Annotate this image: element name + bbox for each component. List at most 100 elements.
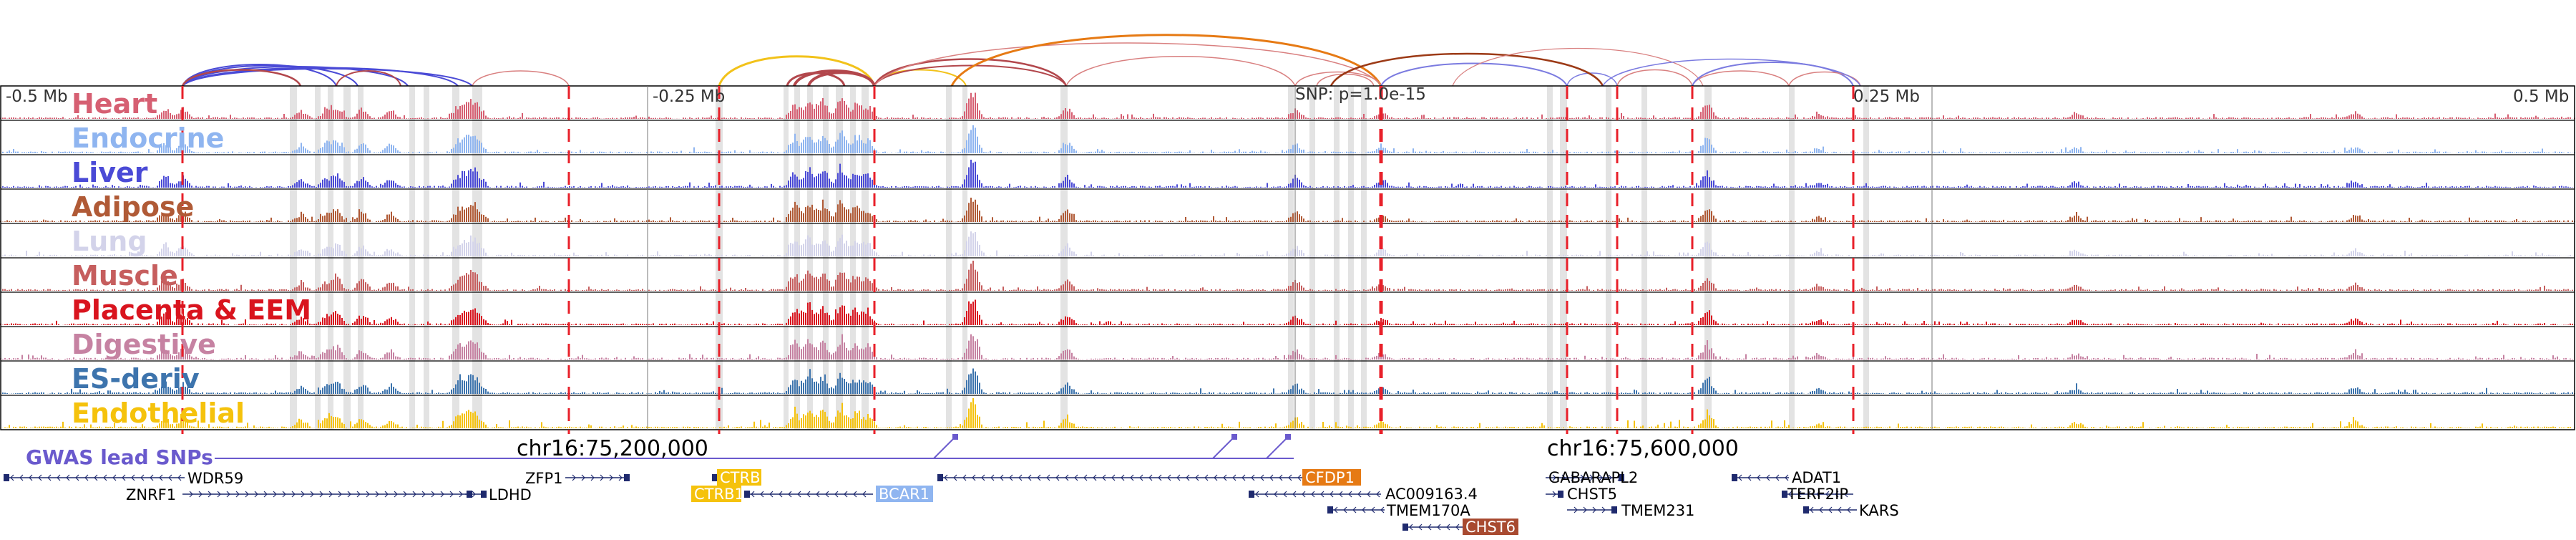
gene-label-ctrb2: CTRB2 [720, 469, 770, 486]
coord-label-left: chr16:75,200,000 [517, 436, 708, 461]
gene-strand-arrow [600, 474, 604, 481]
gwas-lead-snps-label: GWAS lead SNPs [26, 445, 213, 469]
gene-strand-arrow [75, 474, 79, 481]
gene-highlight-box [876, 486, 933, 502]
ruler-label-plus-025: 0.25 Mb [1853, 87, 1920, 106]
loop-arc [1330, 52, 1604, 87]
gene-strand-arrow [394, 491, 398, 498]
gene-strand-arrow [319, 491, 323, 498]
signal-area [0, 368, 2575, 394]
gene-strand-arrow [310, 491, 314, 498]
gene-strand-arrow [1000, 474, 1004, 481]
gene-strand-arrow [1825, 491, 1830, 498]
gene-strand-arrow [1446, 524, 1450, 531]
gene-strand-arrow [291, 491, 296, 498]
loop-arc [1692, 70, 1790, 87]
track-endocrine [0, 125, 2575, 153]
gene-exon [1327, 506, 1333, 514]
gene-strand-arrow [1264, 491, 1269, 498]
gene-strand-arrow [1583, 506, 1587, 514]
signal-area [0, 92, 2575, 119]
gene-strand-arrow [1819, 506, 1823, 514]
gene-label-adat1: ADAT1 [1792, 469, 1841, 486]
track-label-liver: Liver [72, 157, 148, 188]
track-muscle [0, 261, 2575, 291]
gene-strand-arrow [19, 474, 24, 481]
gene-strand-arrow [112, 474, 117, 481]
gene-strand-arrow [853, 491, 857, 498]
gene-strand-arrow [1083, 474, 1088, 481]
loop-arc [1602, 58, 1861, 87]
track-label-placenta: Placenta & EEM [72, 294, 311, 326]
gene-strand-arrow [1757, 474, 1761, 481]
gene-strand-arrow [1380, 506, 1385, 514]
gene-label-wdr59: WDR59 [187, 470, 243, 487]
gene-strand-arrow [1599, 474, 1603, 481]
gene-strand-arrow [1102, 474, 1106, 481]
gene-ac009163 [1249, 491, 1381, 498]
gene-wdr59 [4, 474, 185, 481]
gene-strand-arrow [1376, 491, 1380, 498]
gene-strand-arrow [1589, 474, 1594, 481]
track-heart [0, 92, 2575, 119]
signal-area [0, 198, 2575, 222]
gene-strand-arrow [1167, 474, 1171, 481]
gene-strand-arrow [431, 491, 435, 498]
signal-area [0, 398, 2575, 428]
gene-strand-arrow [1111, 474, 1116, 481]
gene-strand-arrow [421, 491, 426, 498]
gene-strand-arrow [1297, 474, 1302, 481]
gene-chst6 [1402, 524, 1463, 531]
gene-strand-arrow [122, 474, 126, 481]
gene-strand-arrow [472, 491, 476, 498]
gene-strand-arrow [953, 474, 957, 481]
gene-strand-arrow [1437, 524, 1441, 531]
gene-label-gabarapl2: GABARAPL2 [1548, 469, 1638, 486]
loop-arc [1616, 69, 1693, 87]
track-label-endocrine: Endocrine [72, 122, 224, 154]
gwas-snp-marker [1231, 434, 1237, 440]
gene-strand-arrow [1775, 474, 1780, 481]
gene-strand-arrow [1343, 506, 1347, 514]
loop-arc [1316, 73, 1375, 87]
track-label-muscle: Muscle [72, 260, 178, 291]
gene-strand-arrow [356, 491, 361, 498]
gene-strand-arrow [449, 491, 454, 498]
loop-arc [1065, 56, 1296, 87]
track-label-adipose: Adipose [72, 191, 194, 223]
gene-exon [1249, 491, 1254, 498]
gene-strand-arrow [1788, 491, 1792, 498]
loop-arc [182, 68, 473, 87]
gene-strand-arrow [254, 491, 258, 498]
gene-strand-arrow [403, 491, 407, 498]
gene-strand-arrow [1255, 491, 1259, 498]
gene-strand-arrow [1074, 474, 1078, 481]
gene-strand-arrow [1362, 506, 1366, 514]
gene-strand-arrow [1037, 474, 1041, 481]
signal-area [0, 261, 2575, 291]
gene-strand-arrow [590, 474, 595, 481]
gene-strand-arrow [1847, 506, 1851, 514]
gene-strand-arrow [1232, 474, 1236, 481]
gene-strand-arrow [226, 491, 230, 498]
gene-strand-arrow [797, 491, 801, 498]
gene-chst5 [1546, 491, 1563, 498]
gene-strand-arrow [1592, 506, 1596, 514]
gene-exon [1611, 506, 1617, 514]
gene-strand-arrow [189, 491, 193, 498]
gene-strand-arrow [366, 491, 370, 498]
gene-strand-arrow [1330, 491, 1334, 498]
gene-strand-arrow [131, 474, 135, 481]
gene-strand-arrow [788, 491, 792, 498]
track-label-lung: Lung [72, 226, 147, 257]
gene-strand-arrow [198, 491, 203, 498]
loop-arcs [181, 34, 1861, 87]
gene-strand-arrow [844, 491, 848, 498]
gene-exon [4, 474, 9, 481]
gene-strand-arrow [301, 491, 305, 498]
gene-strand-arrow [1409, 524, 1413, 531]
gene-strand-arrow [834, 491, 839, 498]
gene-strand-arrow [94, 474, 98, 481]
